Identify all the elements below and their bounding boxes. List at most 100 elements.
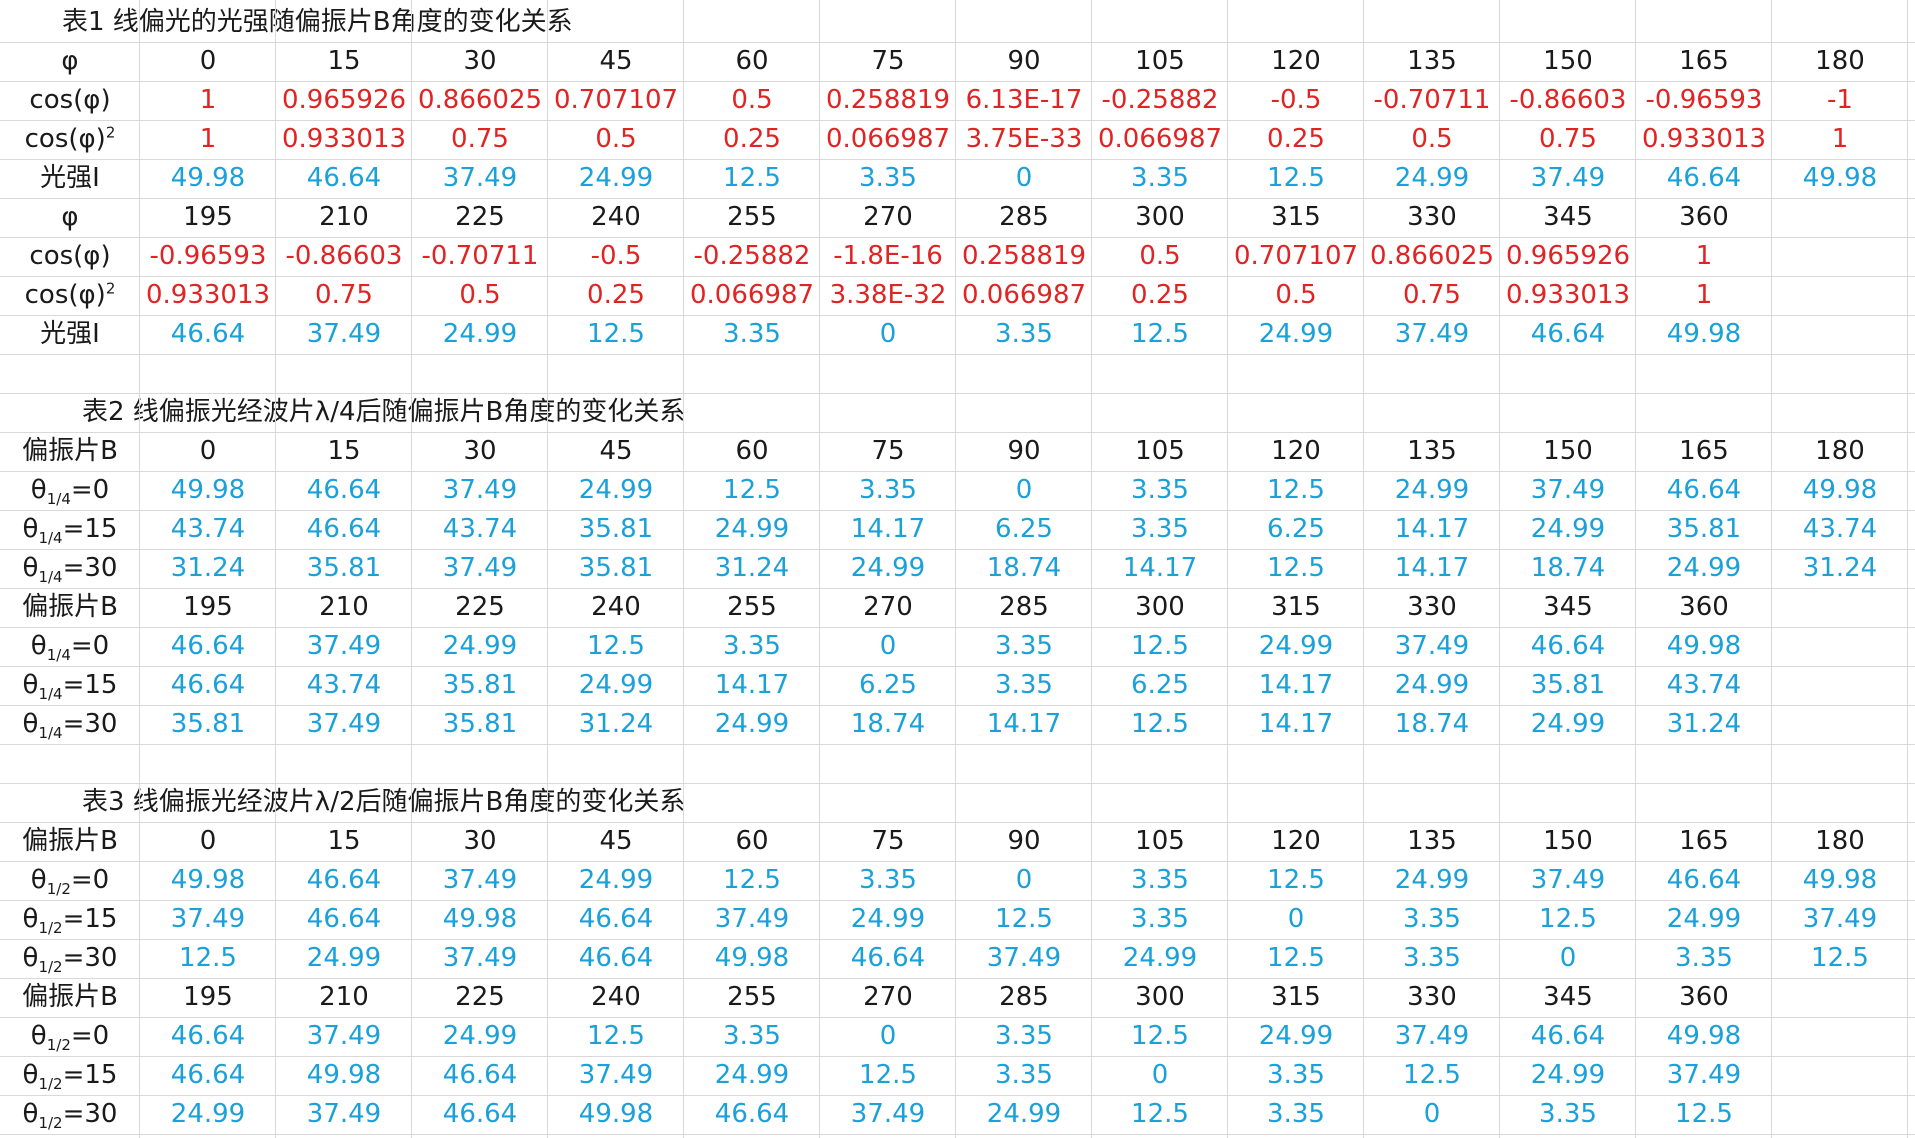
intensity-cell[interactable]: 24.99 (578, 475, 654, 505)
intensity-cell[interactable]: 24.99 (1666, 553, 1742, 583)
intensity-cell[interactable]: 12.5 (723, 163, 781, 193)
angle-cell[interactable]: 15 (327, 826, 361, 856)
intensity-cell[interactable]: 46.64 (1666, 475, 1742, 505)
angle-cell[interactable]: 255 (727, 982, 777, 1012)
intensity-cell[interactable]: 12.5 (1131, 1099, 1189, 1129)
cos-squared-cell[interactable]: 0.066987 (961, 280, 1087, 310)
intensity-cell[interactable]: 24.99 (306, 943, 382, 973)
intensity-cell[interactable]: 37.49 (442, 163, 518, 193)
row-label-polarizer-b[interactable]: 偏振片B (22, 592, 118, 622)
cos-squared-cell[interactable]: 0.25 (723, 124, 781, 154)
intensity-cell[interactable]: 24.99 (1258, 631, 1334, 661)
angle-cell[interactable]: 240 (591, 982, 641, 1012)
intensity-cell[interactable]: 3.35 (1267, 1099, 1325, 1129)
intensity-cell[interactable]: 49.98 (442, 904, 518, 934)
cos-squared-cell[interactable]: 0.933013 (1505, 280, 1631, 310)
cos-squared-cell[interactable]: 0.066987 (825, 124, 951, 154)
intensity-cell[interactable]: 49.98 (1802, 163, 1878, 193)
intensity-cell[interactable]: 12.5 (1267, 943, 1325, 973)
angle-cell[interactable]: 210 (319, 592, 369, 622)
row-label-theta[interactable]: θ1/4=0 (0, 471, 140, 510)
intensity-cell[interactable]: 3.35 (723, 319, 781, 349)
intensity-cell[interactable]: 14.17 (1394, 553, 1470, 583)
intensity-cell[interactable]: 49.98 (1802, 475, 1878, 505)
intensity-cell[interactable]: 35.81 (1530, 670, 1606, 700)
cos-cell[interactable]: 1 (199, 85, 217, 115)
intensity-cell[interactable]: 46.64 (306, 865, 382, 895)
row-label-intensity[interactable]: 光强I (40, 319, 100, 349)
intensity-cell[interactable]: 49.98 (170, 163, 246, 193)
intensity-cell[interactable]: 37.49 (442, 865, 518, 895)
intensity-cell[interactable]: 46.64 (170, 631, 246, 661)
intensity-cell[interactable]: 35.81 (170, 709, 246, 739)
intensity-cell[interactable]: 43.74 (442, 514, 518, 544)
intensity-cell[interactable]: 0 (879, 631, 897, 661)
intensity-cell[interactable]: 37.49 (306, 1099, 382, 1129)
row-label-cos-squared[interactable]: cos(φ)2 (0, 276, 140, 315)
row-label-phi[interactable]: φ (61, 202, 79, 232)
intensity-cell[interactable]: 3.35 (1403, 943, 1461, 973)
cos-cell[interactable]: -1 (1827, 85, 1853, 115)
intensity-cell[interactable]: 3.35 (1403, 904, 1461, 934)
intensity-cell[interactable]: 12.5 (179, 943, 237, 973)
intensity-cell[interactable]: 49.98 (714, 943, 790, 973)
intensity-cell[interactable]: 12.5 (1131, 319, 1189, 349)
intensity-cell[interactable]: 14.17 (850, 514, 926, 544)
angle-cell[interactable]: 165 (1679, 436, 1729, 466)
intensity-cell[interactable]: 12.5 (1811, 943, 1869, 973)
intensity-cell[interactable]: 12.5 (1131, 631, 1189, 661)
row-label-theta[interactable]: θ1/4=15 (0, 510, 140, 549)
intensity-cell[interactable]: 6.25 (1267, 514, 1325, 544)
intensity-cell[interactable]: 12.5 (1675, 1099, 1733, 1129)
intensity-cell[interactable]: 46.64 (306, 514, 382, 544)
angle-cell[interactable]: 105 (1135, 826, 1185, 856)
intensity-cell[interactable]: 31.24 (1666, 709, 1742, 739)
intensity-cell[interactable]: 46.64 (170, 319, 246, 349)
intensity-cell[interactable]: 24.99 (1394, 670, 1470, 700)
intensity-cell[interactable]: 46.64 (1666, 865, 1742, 895)
intensity-cell[interactable]: 3.35 (723, 631, 781, 661)
intensity-cell[interactable]: 24.99 (1666, 904, 1742, 934)
intensity-cell[interactable]: 49.98 (306, 1060, 382, 1090)
intensity-cell[interactable]: 31.24 (170, 553, 246, 583)
angle-cell[interactable]: 345 (1543, 592, 1593, 622)
intensity-cell[interactable]: 18.74 (986, 553, 1062, 583)
row-label-polarizer-b[interactable]: 偏振片B (22, 982, 118, 1012)
intensity-cell[interactable]: 46.64 (170, 1021, 246, 1051)
intensity-cell[interactable]: 24.99 (1530, 514, 1606, 544)
intensity-cell[interactable]: 12.5 (1539, 904, 1597, 934)
row-label-theta[interactable]: θ1/4=0 (0, 627, 140, 666)
angle-cell[interactable]: 75 (871, 436, 905, 466)
angle-cell[interactable]: 315 (1271, 982, 1321, 1012)
intensity-cell[interactable]: 24.99 (578, 163, 654, 193)
intensity-cell[interactable]: 37.49 (442, 943, 518, 973)
angle-cell[interactable]: 195 (183, 982, 233, 1012)
intensity-cell[interactable]: 24.99 (1394, 475, 1470, 505)
angle-cell[interactable]: 360 (1679, 982, 1729, 1012)
phi-cell[interactable]: 180 (1815, 46, 1865, 76)
angle-cell[interactable]: 315 (1271, 592, 1321, 622)
cos-cell[interactable]: -0.5 (1270, 85, 1322, 115)
intensity-cell[interactable]: 12.5 (587, 319, 645, 349)
cos-squared-cell[interactable]: 0.933013 (145, 280, 271, 310)
intensity-cell[interactable]: 37.49 (170, 904, 246, 934)
intensity-cell[interactable]: 24.99 (1530, 1060, 1606, 1090)
intensity-cell[interactable]: 46.64 (306, 475, 382, 505)
intensity-cell[interactable]: 0 (879, 319, 897, 349)
angle-cell[interactable]: 285 (999, 592, 1049, 622)
intensity-cell[interactable]: 12.5 (1267, 553, 1325, 583)
angle-cell[interactable]: 255 (727, 592, 777, 622)
intensity-cell[interactable]: 14.17 (714, 670, 790, 700)
row-label-phi[interactable]: φ (61, 46, 79, 76)
intensity-cell[interactable]: 37.49 (306, 631, 382, 661)
intensity-cell[interactable]: 35.81 (442, 670, 518, 700)
angle-cell[interactable]: 105 (1135, 436, 1185, 466)
intensity-cell[interactable]: 43.74 (170, 514, 246, 544)
angle-cell[interactable]: 360 (1679, 592, 1729, 622)
row-label-theta[interactable]: θ1/2=0 (0, 1017, 140, 1056)
intensity-cell[interactable]: 24.99 (1122, 943, 1198, 973)
intensity-cell[interactable]: 37.49 (1802, 904, 1878, 934)
cos-squared-cell[interactable]: 0.75 (1539, 124, 1597, 154)
intensity-cell[interactable]: 43.74 (1666, 670, 1742, 700)
intensity-cell[interactable]: 24.99 (1530, 709, 1606, 739)
